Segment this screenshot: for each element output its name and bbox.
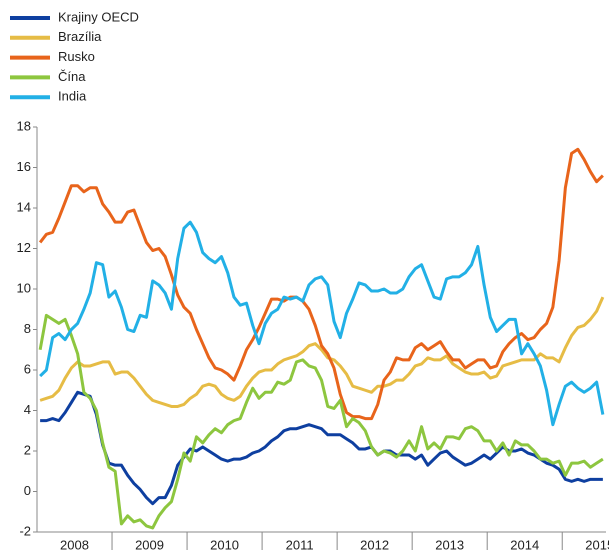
x-tick-label: 2012 xyxy=(360,537,389,552)
x-tick-label: 2009 xyxy=(135,537,164,552)
series-line xyxy=(39,220,605,427)
legend-label: Rusko xyxy=(58,49,95,64)
series-line xyxy=(39,296,605,408)
series-line xyxy=(40,390,603,506)
y-tick-label: 0 xyxy=(24,483,31,498)
legend-label: Čína xyxy=(58,69,86,84)
y-tick-label: 14 xyxy=(17,199,31,214)
x-tick-label: 2015 xyxy=(585,537,609,552)
series-line xyxy=(38,313,604,530)
y-tick-label: 12 xyxy=(17,240,31,255)
series-line xyxy=(38,147,604,421)
y-tick-label: 6 xyxy=(24,361,31,376)
x-tick-label: 2011 xyxy=(286,537,314,552)
x-tick-label: 2010 xyxy=(210,537,239,552)
x-tick-label: 2008 xyxy=(60,537,89,552)
x-tick-label: 2013 xyxy=(435,537,464,552)
y-tick-label: 18 xyxy=(17,118,31,133)
y-tick-label: 4 xyxy=(24,402,31,417)
y-tick-label: 10 xyxy=(17,280,31,295)
y-tick-label: 16 xyxy=(17,159,31,174)
y-tick-label: 8 xyxy=(24,321,31,336)
legend-label: Brazília xyxy=(58,29,102,44)
legend-label: Krajiny OECD xyxy=(58,9,139,24)
x-tick-label: 2014 xyxy=(510,537,539,552)
legend-label: India xyxy=(58,89,87,104)
y-tick-label: 2 xyxy=(24,442,31,457)
y-tick-label: -2 xyxy=(19,523,31,538)
